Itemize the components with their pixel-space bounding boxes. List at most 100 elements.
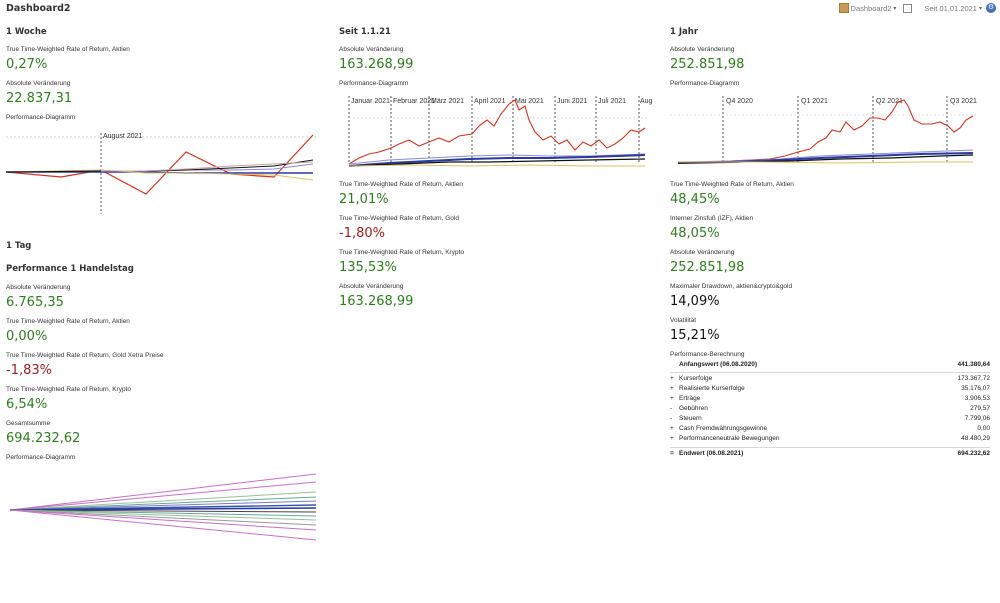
abs-change-label: Absolute Veränderung bbox=[339, 46, 404, 53]
abs-change-value: 252.851,98 bbox=[670, 260, 745, 275]
series-line-blue bbox=[348, 154, 646, 167]
twr-gold-value: -1,80% bbox=[339, 226, 385, 241]
perf-calc-label: Performance-Berechnung bbox=[670, 351, 745, 358]
row-name: Kurserfolge bbox=[679, 375, 713, 382]
twr-krypto-label: True Time-Weighted Rate of Return, Krypt… bbox=[339, 249, 464, 256]
drawdown-value: 14,09% bbox=[670, 294, 720, 309]
fan-line bbox=[9, 509, 317, 521]
start-value: 441.380,64 bbox=[957, 361, 990, 368]
abs-change-label: Absolute Veränderung bbox=[670, 46, 735, 53]
dashboard-selector-label: Dashboard2 bbox=[850, 3, 892, 13]
total-label: Gesamtsumme bbox=[6, 420, 51, 427]
start-value-row: Anfangswert (06.08.2020) 441.380,64 bbox=[670, 361, 990, 371]
twr-aktien-value: 21,01% bbox=[339, 192, 389, 207]
row-value: 173.367,72 bbox=[957, 375, 990, 382]
period-selector[interactable]: Seit 01.01.2021 ▾ bbox=[924, 4, 982, 13]
twr-value: 0,27% bbox=[6, 57, 48, 72]
row-value: 279,57 bbox=[970, 405, 990, 412]
row-sign: - bbox=[670, 405, 673, 412]
row-name: Steuern bbox=[679, 415, 702, 422]
dashboard-title: Dashboard2 bbox=[6, 3, 71, 14]
table-row: + Performanceneutrale Bewegungen 48.480,… bbox=[670, 435, 990, 445]
twr-label: True Time-Weighted Rate of Return, Aktie… bbox=[6, 46, 130, 53]
row-sign: + bbox=[670, 385, 674, 392]
twr-krypto-label: True Time-Weighted Rate of Return, Krypt… bbox=[6, 386, 131, 393]
izf-label: Interner Zinsfuß (IZF), Aktien bbox=[670, 215, 754, 222]
table-row: + Kurserfolge 173.367,72 bbox=[670, 375, 990, 385]
abs-change-label: Absolute Veränderung bbox=[6, 284, 71, 291]
gear-icon[interactable]: ⚙ bbox=[986, 3, 996, 13]
chart-label: Performance-Diagramm bbox=[6, 114, 76, 121]
row-value: 48.480,29 bbox=[961, 435, 990, 442]
ytd-performance-chart: Januar 2021 Februar 2021 März 2021 April… bbox=[348, 96, 653, 167]
calendar-icon[interactable] bbox=[903, 3, 913, 13]
quarter-markers bbox=[722, 96, 948, 162]
section-title-ytd: Seit 1.1.21 bbox=[339, 27, 391, 37]
series-line-yellow bbox=[348, 164, 645, 167]
row-sign: = bbox=[670, 450, 674, 457]
divider bbox=[670, 372, 990, 373]
twr-value: 48,45% bbox=[670, 192, 720, 207]
twr-krypto-value: 135,53% bbox=[339, 260, 397, 275]
abs-change-value: 6.765,35 bbox=[6, 295, 64, 310]
month-tick: April 2021 bbox=[474, 98, 506, 105]
fan-line bbox=[9, 509, 317, 513]
fan-line bbox=[9, 509, 317, 531]
twr-gold-label: True Time-Weighted Rate of Return, Gold … bbox=[6, 352, 164, 359]
series-line-pink bbox=[101, 161, 314, 172]
row-value: 35.176,07 bbox=[961, 385, 990, 392]
abs-change-label: Absolute Veränderung bbox=[339, 283, 404, 290]
row-sign: + bbox=[670, 435, 674, 442]
month-tick: Juni 2021 bbox=[557, 98, 587, 105]
fan-line bbox=[9, 473, 317, 511]
row-value: 3.906,53 bbox=[964, 395, 990, 402]
section-title-day: 1 Tag bbox=[6, 241, 32, 251]
twr-krypto-value: 6,54% bbox=[6, 397, 48, 412]
chart-label: Performance-Diagramm bbox=[339, 80, 409, 87]
twr-aktien-value: 0,00% bbox=[6, 329, 48, 344]
quarter-tick: Q3 2021 bbox=[950, 98, 977, 105]
table-row: + Erträge 3.906,53 bbox=[670, 395, 990, 405]
twr-gold-label: True Time-Weighted Rate of Return, Gold bbox=[339, 215, 459, 222]
abs-change-value: 163.268,99 bbox=[339, 57, 414, 72]
month-tick: Mai 2021 bbox=[515, 98, 544, 105]
chart-label: Performance-Diagramm bbox=[670, 80, 740, 87]
series-line-red bbox=[678, 99, 974, 163]
row-name: Erträge bbox=[679, 395, 701, 402]
abs-change-value: 252.851,98 bbox=[670, 57, 745, 72]
month-tick: Januar 2021 bbox=[351, 98, 390, 105]
section-title-year: 1 Jahr bbox=[670, 27, 699, 37]
abs-change-label: Absolute Veränderung bbox=[6, 80, 71, 87]
fan-line bbox=[9, 509, 317, 541]
quarter-ticks: Q4 2020 Q1 2021 Q2 2021 Q3 2021 bbox=[726, 98, 977, 105]
month-markers bbox=[348, 96, 640, 164]
fan-line bbox=[9, 491, 317, 511]
fan-line bbox=[9, 509, 317, 517]
table-row: - Steuern 7.799,06 bbox=[670, 415, 990, 425]
row-name: Cash Fremdwährungsgewinne bbox=[679, 425, 768, 432]
month-tick: Juli 2021 bbox=[598, 98, 626, 105]
fan-line bbox=[9, 507, 317, 511]
row-sign: + bbox=[670, 425, 674, 432]
twr-label: True Time-Weighted Rate of Return, Aktie… bbox=[670, 181, 794, 188]
table-row: + Realisierte Kurserfolge 35.176,07 bbox=[670, 385, 990, 395]
row-sign: - bbox=[670, 415, 673, 422]
week-performance-chart: August 2021 bbox=[5, 133, 316, 214]
row-name: Performanceneutrale Bewegungen bbox=[679, 435, 780, 442]
series-line-red bbox=[348, 99, 646, 165]
total-value: 694.232,62 bbox=[6, 431, 81, 446]
dashboard-icon bbox=[838, 3, 849, 13]
fan-line bbox=[9, 481, 317, 511]
table-row: - Gebühren 279,57 bbox=[670, 405, 990, 415]
end-value-label: Endwert (06.08.2021) bbox=[679, 450, 744, 457]
section-title-week: 1 Woche bbox=[6, 27, 47, 37]
quarter-tick: Q1 2021 bbox=[801, 98, 828, 105]
row-name: Gebühren bbox=[679, 405, 708, 412]
row-value: 0,00 bbox=[977, 425, 990, 432]
dashboard-selector[interactable]: Dashboard2 ▾ bbox=[838, 3, 896, 13]
series-line-black bbox=[348, 158, 646, 167]
chart-label: Performance-Diagramm bbox=[6, 454, 76, 461]
series-line-purple bbox=[348, 153, 646, 165]
section-subtitle-day: Performance 1 Handelstag bbox=[6, 264, 134, 274]
toolbar: Dashboard2 ▾ Seit 01.01.2021 ▾ ⚙ bbox=[838, 3, 996, 13]
